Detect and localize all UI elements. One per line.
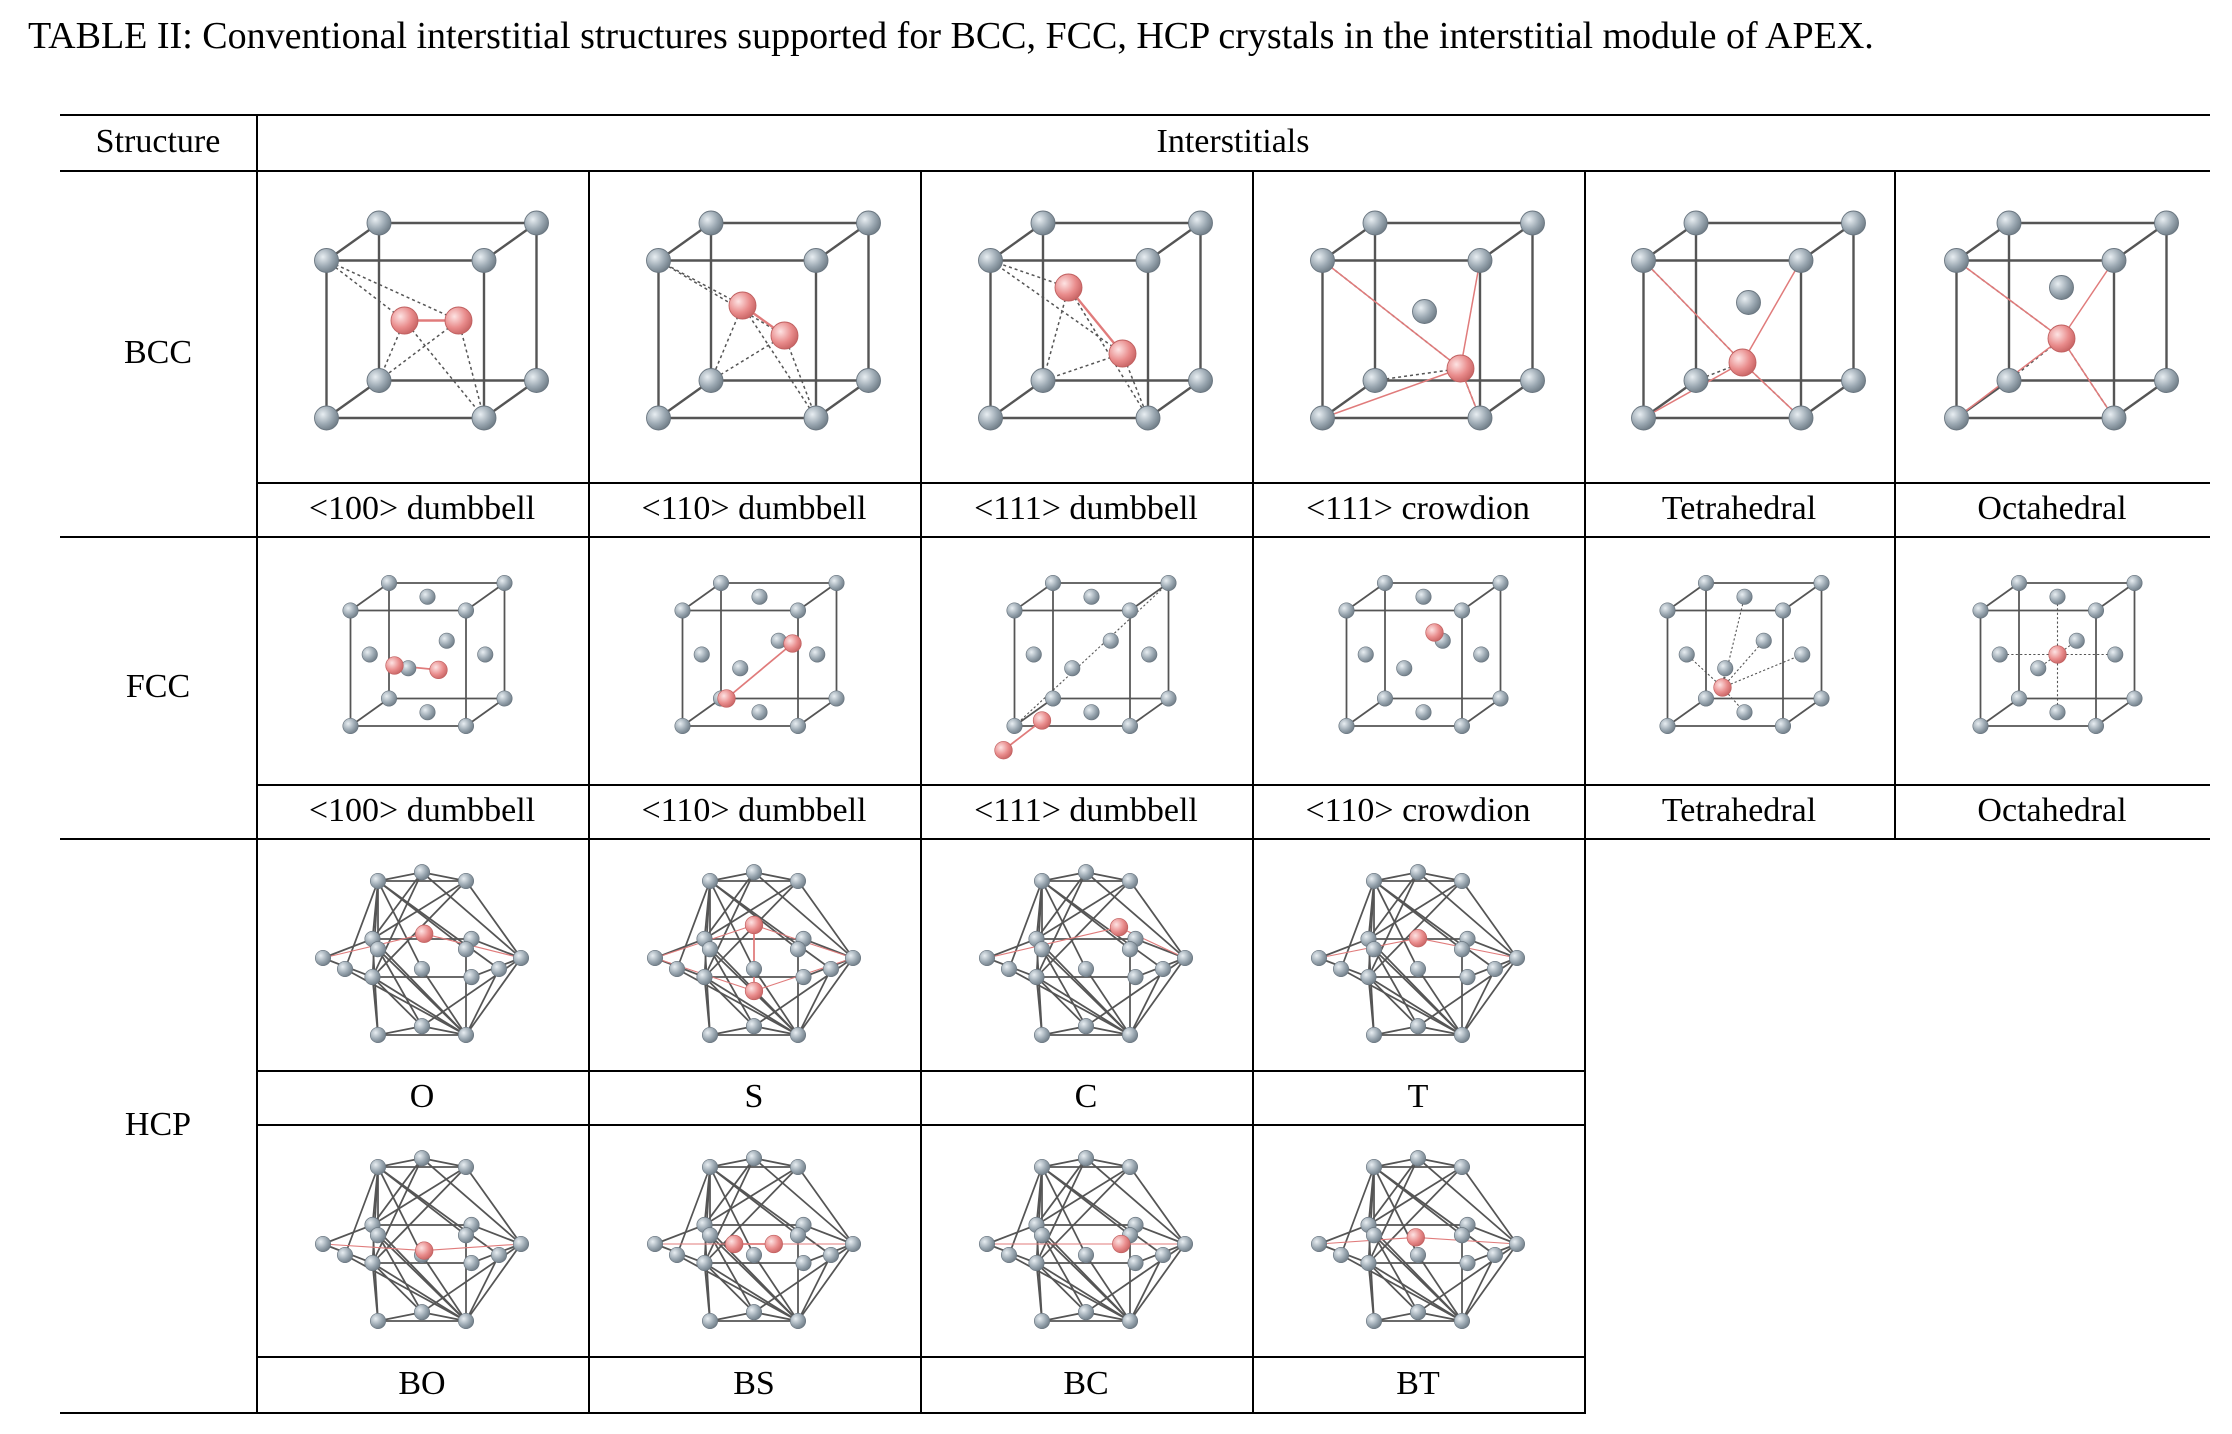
hcp-structure-s (644, 848, 864, 1068)
rule-header (60, 170, 2210, 172)
hcp-label-bs: BS (733, 1365, 775, 1402)
fcc-structure-0 (312, 550, 532, 770)
bcc-structure-2 (938, 178, 1238, 478)
row-label-bcc: BCC (123, 334, 193, 371)
vrule-c1 (588, 170, 590, 1414)
hcp-label-bo: BO (398, 1365, 446, 1402)
hcp-structure-bs (644, 1134, 864, 1354)
fcc-label-3: <110> crowdion (1305, 792, 1531, 829)
hcp-structure-bt (1308, 1134, 1528, 1354)
header-interstitials: Interstitials (1156, 123, 1310, 160)
fcc-structure-3 (1308, 550, 1528, 770)
header-structure: Structure (95, 123, 221, 160)
rule-fcc-end (60, 838, 2210, 840)
row-label-hcp: HCP (124, 1106, 192, 1143)
fcc-label-0: <100> dumbbell (308, 792, 536, 829)
vrule-c5 (1894, 170, 1896, 838)
hcp-label-bt: BT (1396, 1365, 1440, 1402)
fcc-label-4: Tetrahedral (1661, 792, 1817, 829)
fcc-label-5: Octahedral (1977, 792, 2127, 829)
vrule-structure (256, 114, 258, 1414)
rule-fcc-label (256, 784, 2210, 786)
fcc-structure-4 (1629, 550, 1849, 770)
bcc-label-5: Octahedral (1977, 490, 2127, 527)
rule-bcc-end (60, 536, 2210, 538)
bcc-structure-4 (1591, 178, 1891, 478)
vrule-c2 (920, 170, 922, 1414)
bcc-label-1: <110> dumbbell (641, 490, 867, 527)
rule-bcc-label (256, 482, 2210, 484)
hcp-label-bc: BC (1063, 1365, 1109, 1402)
hcp-label-t: T (1407, 1078, 1429, 1115)
bcc-structure-0 (274, 178, 574, 478)
rule-bottom (60, 1412, 1584, 1414)
bcc-label-2: <111> dumbbell (974, 490, 1198, 527)
hcp-label-o: O (409, 1078, 435, 1115)
fcc-structure-2 (976, 550, 1196, 770)
vrule-c4 (1584, 170, 1586, 1414)
fcc-label-1: <110> dumbbell (641, 792, 867, 829)
hcp-structure-t (1308, 848, 1528, 1068)
hcp-label-s: S (744, 1078, 764, 1115)
fcc-label-2: <111> dumbbell (974, 792, 1198, 829)
hcp-structure-c (976, 848, 1196, 1068)
vrule-c3 (1252, 170, 1254, 1414)
hcp-structure-bc (976, 1134, 1196, 1354)
table-caption: TABLE II: Conventional interstitial stru… (28, 15, 1874, 57)
hcp-structure-o (312, 848, 532, 1068)
row-label-fcc: FCC (125, 668, 191, 705)
fcc-structure-5 (1942, 550, 2162, 770)
rule-top (60, 114, 2210, 116)
bcc-structure-5 (1904, 178, 2204, 478)
bcc-label-4: Tetrahedral (1661, 490, 1817, 527)
fcc-structure-1 (644, 550, 864, 770)
bcc-structure-1 (606, 178, 906, 478)
hcp-structure-bo (312, 1134, 532, 1354)
bcc-label-3: <111> crowdion (1306, 490, 1530, 527)
bcc-structure-3 (1270, 178, 1570, 478)
bcc-label-0: <100> dumbbell (308, 490, 536, 527)
hcp-label-c: C (1074, 1078, 1098, 1115)
